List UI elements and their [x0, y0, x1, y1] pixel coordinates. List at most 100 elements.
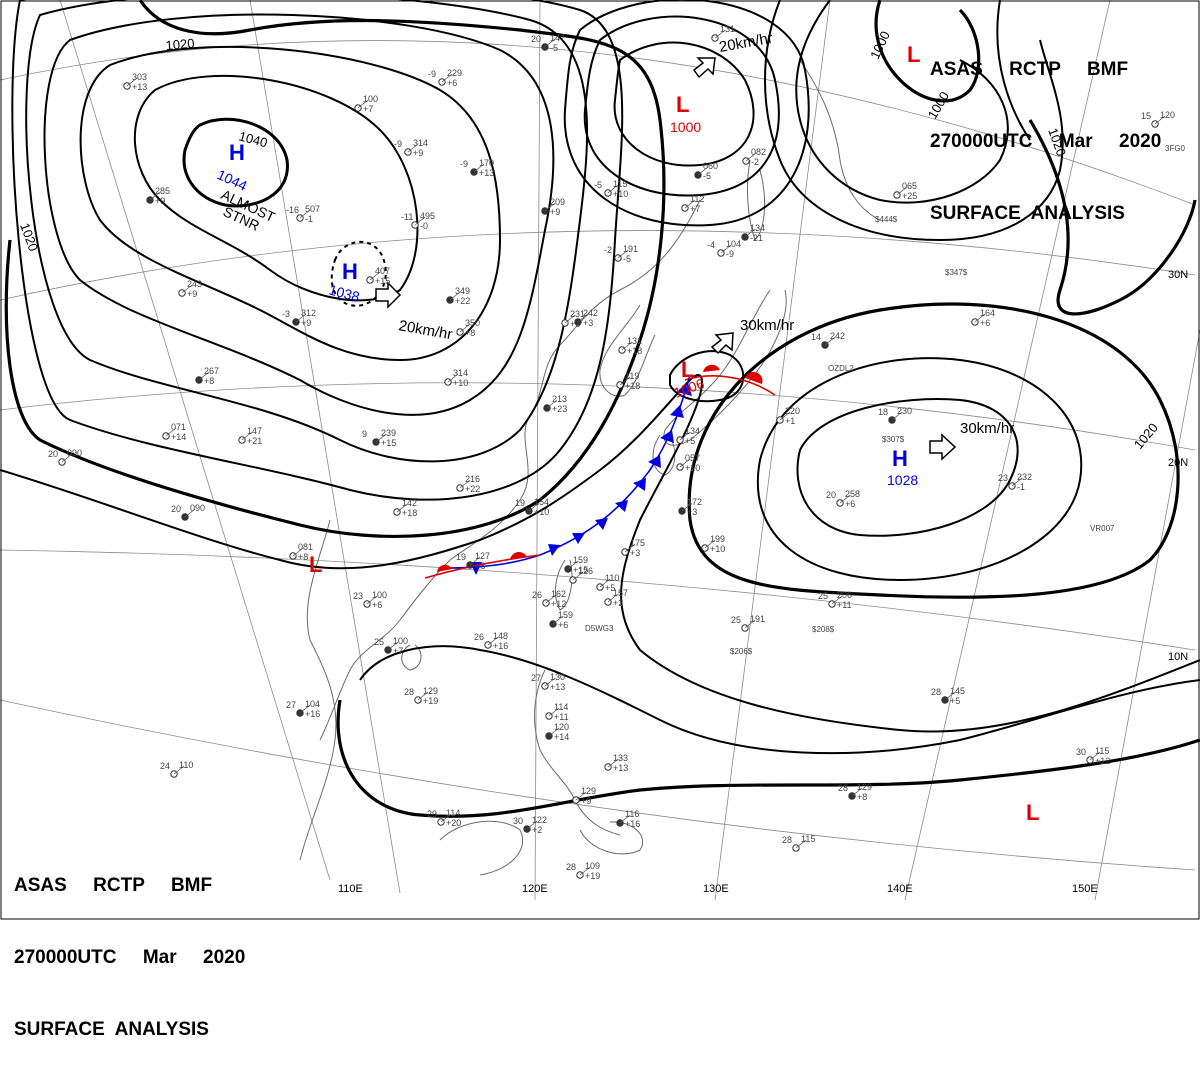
isobar-label: 1020	[165, 36, 195, 53]
header-line-3: SURFACE ANALYSIS	[14, 1019, 209, 1040]
wind-barb-icon	[526, 820, 538, 830]
station-plot: 28 115	[782, 834, 815, 852]
station-plot: -9 314+9	[394, 138, 428, 158]
station-plot: 350+8	[456, 318, 480, 338]
station-plot: 100+7	[354, 94, 378, 114]
station-value-d: +15	[375, 276, 390, 286]
wind-barb-icon	[839, 494, 851, 504]
station-plot: -5 115+10	[594, 179, 628, 199]
station-plot: 220+1	[776, 406, 800, 426]
motion-label: 30km/hr	[740, 317, 794, 334]
station-code: $347$	[945, 268, 968, 277]
cold-front-tri-2	[670, 405, 684, 418]
station-plot: 23 232-1	[998, 472, 1032, 492]
station-plot: 407+15	[366, 266, 390, 286]
stationary-warm-segment	[424, 554, 541, 579]
station-value-t: -11	[401, 212, 413, 222]
station-value-t: 28	[931, 687, 941, 697]
station-plot: 20 147-5	[531, 33, 565, 53]
isobar-1028-high	[796, 398, 1019, 537]
station-value-d: +13	[132, 82, 147, 92]
station-value-p: 119	[625, 371, 639, 381]
station-plot: 129+9	[572, 786, 596, 806]
station-value-p: 507	[305, 204, 320, 214]
isobar-ne-2	[764, 0, 1064, 242]
station-value-d: -0	[420, 221, 428, 231]
station-plot: -9 170+13	[460, 158, 494, 178]
station-value-p: 129	[423, 686, 438, 696]
station-value-p: 127	[475, 551, 490, 561]
motion-arrow	[692, 57, 716, 79]
wind-barb-icon	[679, 431, 691, 441]
station-value-t: 20	[531, 34, 541, 44]
station-value-t: -3	[282, 309, 290, 319]
warm-front-bump-3	[510, 552, 527, 560]
station-value-d: +15	[381, 438, 396, 448]
station-plot: 9 239+15	[362, 428, 396, 448]
wind-barb-icon	[974, 313, 986, 323]
meridian-100e	[59, 0, 331, 881]
station-value-d: +11	[554, 712, 569, 722]
wind-barb-icon	[544, 38, 556, 48]
station-plot: 119+18	[616, 371, 640, 391]
station-value-p: 154	[534, 497, 549, 507]
station-value-d: +16	[625, 819, 640, 829]
station-plot: 082-2	[742, 147, 766, 167]
station-value-t: 30	[513, 816, 523, 826]
station-plot: 134+5	[676, 426, 700, 446]
station-value-p: 175	[630, 538, 645, 548]
station-value-p: 131	[627, 336, 642, 346]
station-value-d: +12	[1095, 756, 1110, 766]
wind-barb-icon	[704, 539, 716, 549]
station-plot: 114+11	[545, 702, 569, 722]
station-value-d: -2	[751, 157, 759, 167]
station-plot: 157+2	[604, 588, 628, 608]
station-value-p: 145	[950, 686, 965, 696]
station-value-p: 104	[305, 699, 320, 709]
station-value-t: 27	[531, 673, 541, 683]
station-plot: 314+10	[444, 368, 468, 388]
station-value-p: 159	[558, 610, 573, 620]
isobar-1020-east	[687, 302, 1180, 599]
station-value-p: 314	[413, 138, 428, 148]
isobar-1012	[336, 699, 1200, 818]
isobars	[0, 0, 1200, 818]
wind-barb-icon	[165, 427, 177, 437]
station-value-d: +19	[423, 696, 438, 706]
lon-label: 140E	[887, 883, 913, 895]
station-value-p: 100	[372, 590, 387, 600]
station-plot: 349+22	[446, 286, 470, 306]
wind-barb-icon	[469, 556, 481, 566]
low-symbol: L	[309, 552, 322, 577]
station-plot: 30 122+2	[513, 815, 547, 835]
lon-label: 110E	[338, 883, 363, 895]
station-value-t: 19	[456, 552, 466, 562]
coast-borneo	[439, 820, 524, 876]
wind-barb-icon	[544, 677, 556, 687]
station-value-d: +22	[455, 296, 470, 306]
warm-front-bump-1	[703, 364, 720, 372]
station-value-t: 26	[532, 590, 542, 600]
station-value-p: 116	[625, 809, 639, 819]
wind-barb-icon	[440, 813, 452, 823]
station-value-p: 147	[550, 33, 565, 43]
lon-label: 120E	[522, 883, 548, 895]
station-plot: 159+6	[549, 610, 573, 630]
station-value-d: +8	[298, 552, 308, 562]
station-value-d: +7	[393, 646, 403, 656]
station-plot: 131	[711, 24, 735, 42]
isobar-outer-south	[0, 374, 1200, 733]
isobar-1020-west	[4, 0, 666, 539]
station-plot: 30 115+12	[1076, 746, 1110, 766]
station-value-p: 071	[171, 422, 186, 432]
isobar-ne-1	[795, 0, 1009, 204]
wind-barb-icon	[720, 244, 732, 254]
station-plot: 24 110	[160, 760, 193, 778]
meridian-130e	[714, 0, 831, 901]
header-line-3: SURFACE ANALYSIS	[930, 203, 1125, 224]
station-plot: 285+9	[146, 186, 170, 206]
header-line-1: ASAS RCTP BMF	[930, 59, 1129, 80]
low-symbol: L	[1026, 800, 1039, 825]
station-value-d: +23	[552, 404, 567, 414]
station-plot: 28 109+19	[566, 861, 600, 881]
